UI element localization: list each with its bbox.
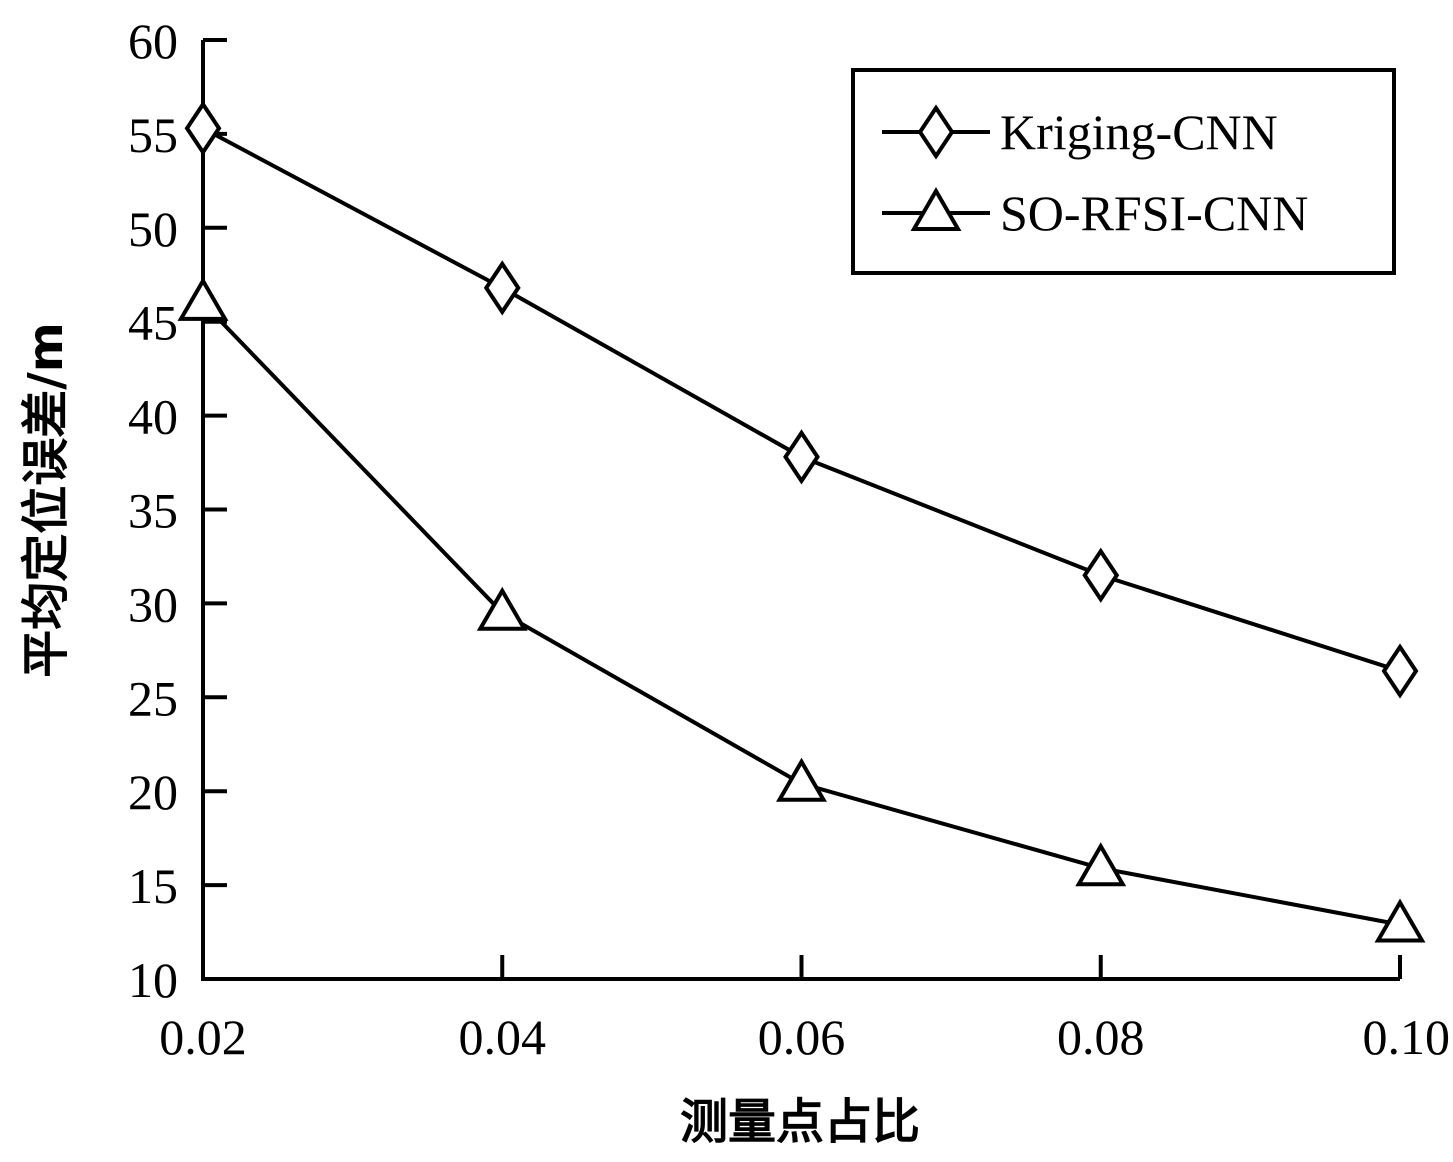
legend-label: Kriging-CNN — [1000, 104, 1278, 160]
x-tick-label: 0.06 — [758, 1009, 846, 1065]
series-kriging-cnn — [184, 100, 1419, 699]
series-so-rfsi-cnn — [177, 276, 1426, 943]
legend: Kriging-CNN SO-RFSI-CNN — [851, 68, 1396, 275]
y-tick-label: 60 — [128, 13, 178, 69]
diamond-marker — [1082, 547, 1120, 603]
series-layer — [177, 100, 1426, 943]
y-tick-label: 25 — [128, 670, 178, 726]
triangle-marker — [177, 276, 229, 321]
triangle-marker — [1374, 898, 1426, 943]
legend-label: SO-RFSI-CNN — [1000, 185, 1308, 241]
x-axis-title: 测量点占比 — [680, 1094, 920, 1150]
y-tick-label: 45 — [128, 295, 178, 351]
x-tick-label: 0.04 — [459, 1009, 547, 1065]
x-tick-label: 0.02 — [159, 1009, 247, 1065]
y-tick-label: 15 — [128, 858, 178, 914]
y-tick-label: 55 — [128, 107, 178, 163]
y-axis-title: 平均定位误差/m — [18, 322, 74, 678]
y-tick-label: 20 — [128, 764, 178, 820]
triangle-marker — [476, 586, 528, 631]
legend-entry: SO-RFSI-CNN — [882, 185, 1308, 241]
y-tick-label: 40 — [128, 389, 178, 445]
x-tick-label: 0.10 — [1363, 1009, 1451, 1065]
diamond-marker — [1381, 643, 1419, 699]
x-axis-ticks: 0.02 0.04 0.06 0.08 0.10 — [159, 955, 1450, 1065]
diamond-marker — [783, 429, 820, 485]
y-tick-label: 35 — [128, 483, 178, 539]
x-tick-label: 0.08 — [1057, 1009, 1145, 1065]
triangle-marker — [1075, 842, 1127, 887]
diamond-icon — [917, 104, 955, 160]
triangle-icon — [910, 187, 962, 231]
diamond-marker — [483, 260, 521, 316]
legend-box — [851, 68, 1396, 275]
y-tick-label: 10 — [128, 952, 178, 1008]
y-tick-label: 50 — [128, 201, 178, 257]
y-tick-label: 30 — [128, 576, 178, 632]
diamond-marker — [184, 100, 222, 156]
y-axis-ticks: 10 15 20 25 30 35 40 45 50 55 60 — [128, 13, 227, 1008]
triangle-marker — [776, 757, 827, 802]
legend-entry: Kriging-CNN — [882, 104, 1278, 160]
